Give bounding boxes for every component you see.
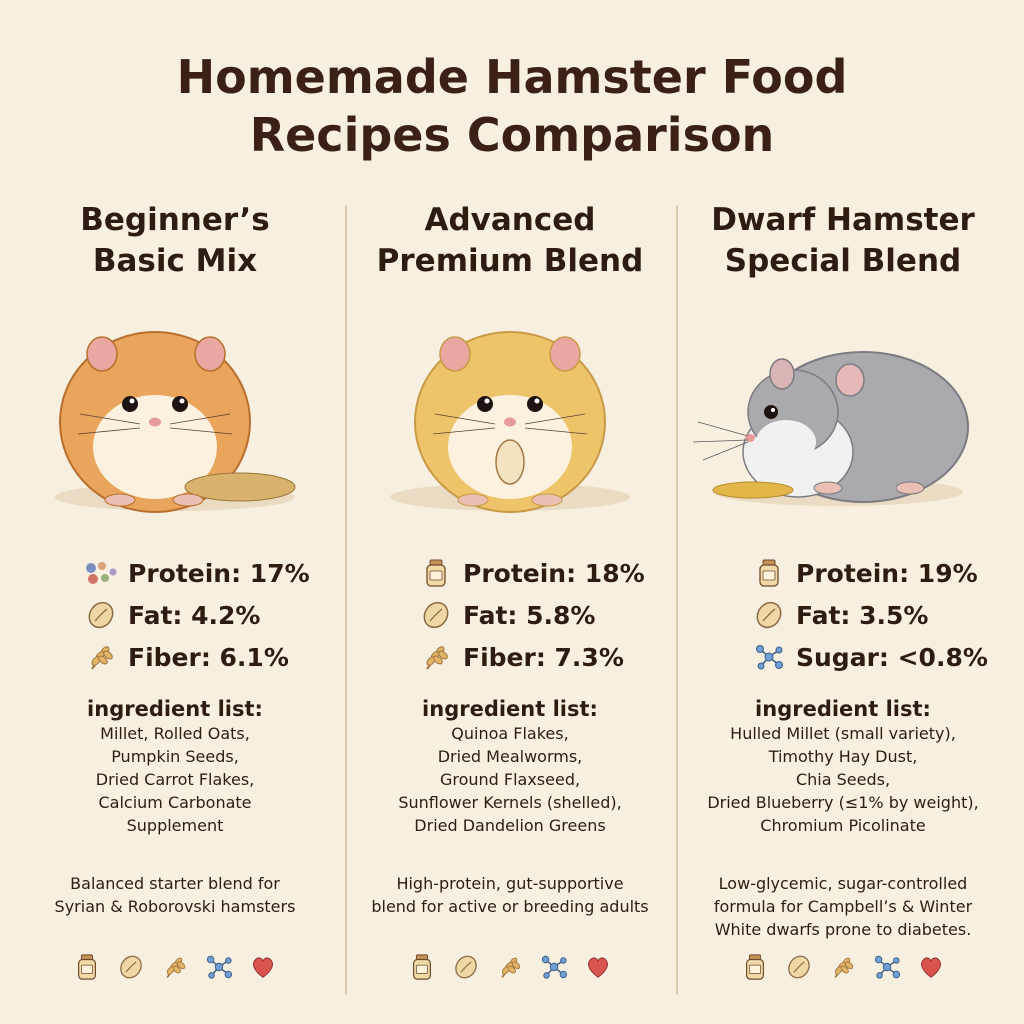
nut-icon — [80, 598, 122, 632]
recipe-column-advanced: Advanced Premium Blend Protein: 18% Fat:… — [345, 200, 675, 980]
ingredient-line: Supplement — [126, 816, 224, 835]
hamster-illustration — [345, 292, 675, 532]
ingredient-line: Calcium Carbonate — [98, 793, 252, 812]
heart-icon — [916, 952, 946, 982]
jar-icon — [748, 556, 790, 590]
nutrition-stat-text: Sugar: <0.8% — [796, 642, 988, 672]
nutrition-stat: Fiber: 6.1% — [80, 636, 340, 678]
recipe-description: High-protein, gut-supportive blend for ac… — [345, 872, 675, 918]
nut-icon — [784, 952, 814, 982]
nut-icon — [116, 952, 146, 982]
nutrition-stat-text: Fat: 5.8% — [463, 600, 596, 630]
recipe-title-line-2: Special Blend — [724, 243, 962, 279]
page-title-line-1: Homemade Hamster Food — [176, 50, 848, 104]
molecule-icon — [204, 952, 234, 982]
molecule-icon — [539, 952, 569, 982]
ingredient-line: Sunflower Kernels (shelled), — [398, 793, 622, 812]
recipe-title: Dwarf Hamster Special Blend — [678, 200, 1008, 292]
hamster-illustration — [678, 292, 1008, 532]
ingredient-heading: ingredient list: — [87, 697, 263, 721]
ingredient-list: Quinoa Flakes, Dried Mealworms, Ground Fla… — [345, 722, 675, 837]
recipe-title: Beginner’s Basic Mix — [10, 200, 340, 292]
nutrition-stat-text: Protein: 17% — [128, 558, 310, 588]
nutrition-stat: Protein: 17% — [80, 552, 340, 594]
recipe-title-line-1: Advanced — [424, 202, 596, 238]
recipe-column-dwarf: Dwarf Hamster Special Blend Protein: 19%… — [678, 200, 1008, 980]
nutrition-stats: Protein: 18% Fat: 5.8% Fiber: 7.3% — [345, 552, 675, 678]
wheat-icon — [828, 952, 858, 982]
description-line: Balanced starter blend for — [70, 874, 280, 893]
recipe-description: Low-glycemic, sugar-controlled formula fo… — [678, 872, 1008, 941]
heart-icon — [248, 952, 278, 982]
jar-icon — [72, 952, 102, 982]
recipe-title-line-2: Basic Mix — [92, 243, 258, 279]
recipe-title-line-1: Beginner’s — [80, 202, 270, 238]
ingredient-line: Chia Seeds, — [795, 770, 891, 789]
description-line: White dwarfs prone to diabetes. — [714, 920, 972, 939]
page-title: Homemade Hamster Food Recipes Comparison — [0, 48, 1024, 164]
seeds-icon — [80, 556, 122, 590]
jar-icon — [415, 556, 457, 590]
description-line: High-protein, gut-supportive — [396, 874, 624, 893]
wheat-icon — [80, 640, 122, 674]
molecule-icon — [748, 640, 790, 674]
description-line: formula for Campbell’s & Winter — [713, 897, 973, 916]
nutrition-stat-text: Protein: 18% — [463, 558, 645, 588]
wheat-icon — [495, 952, 525, 982]
nut-icon — [748, 598, 790, 632]
ingredient-heading: ingredient list: — [755, 697, 931, 721]
page-title-line-2: Recipes Comparison — [249, 108, 775, 162]
ingredient-line: Quinoa Flakes, — [451, 724, 569, 743]
nutrition-stats: Protein: 19% Fat: 3.5% Sugar: <0.8% — [678, 552, 1008, 678]
ingredient-line: Pumpkin Seeds, — [111, 747, 239, 766]
ingredient-line: Dried Mealworms, — [437, 747, 583, 766]
nutrition-stat-text: Fat: 4.2% — [128, 600, 261, 630]
nutrition-stat: Fiber: 7.3% — [415, 636, 675, 678]
nutrition-stat: Sugar: <0.8% — [748, 636, 1008, 678]
column-divider — [676, 205, 678, 995]
ingredient-line: Hulled Millet (small variety), — [730, 724, 956, 743]
jar-icon — [740, 952, 770, 982]
ingredient-heading: ingredient list: — [422, 697, 598, 721]
nut-icon — [415, 598, 457, 632]
column-divider — [345, 205, 347, 995]
recipe-icon-row — [10, 952, 340, 982]
recipe-icon-row — [678, 952, 1008, 982]
ingredient-line: Dried Blueberry (≤1% by weight), — [707, 793, 979, 812]
recipe-title-line-2: Premium Blend — [376, 243, 644, 279]
hamster-illustration — [10, 292, 340, 532]
recipe-title-line-1: Dwarf Hamster — [711, 202, 975, 238]
description-line: Low-glycemic, sugar-controlled — [718, 874, 968, 893]
wheat-icon — [160, 952, 190, 982]
ingredient-line: Millet, Rolled Oats, — [100, 724, 250, 743]
recipe-icon-row — [345, 952, 675, 982]
wheat-icon — [415, 640, 457, 674]
ingredient-list: Millet, Rolled Oats, Pumpkin Seeds, Dried … — [10, 722, 340, 837]
nutrition-stat: Fat: 5.8% — [415, 594, 675, 636]
nutrition-stat-text: Fiber: 7.3% — [463, 642, 624, 672]
description-line: Syrian & Roborovski hamsters — [54, 897, 296, 916]
nutrition-stat-text: Fat: 3.5% — [796, 600, 929, 630]
nutrition-stat: Protein: 19% — [748, 552, 1008, 594]
recipe-title: Advanced Premium Blend — [345, 200, 675, 292]
ingredient-line: Dried Carrot Flakes, — [95, 770, 255, 789]
nutrition-stat: Fat: 4.2% — [80, 594, 340, 636]
molecule-icon — [872, 952, 902, 982]
nut-icon — [451, 952, 481, 982]
ingredient-list: Hulled Millet (small variety), Timothy Ha… — [678, 722, 1008, 837]
ingredient-line: Chromium Picolinate — [760, 816, 926, 835]
nutrition-stat-text: Fiber: 6.1% — [128, 642, 289, 672]
nutrition-stat: Protein: 18% — [415, 552, 675, 594]
nutrition-stat-text: Protein: 19% — [796, 558, 978, 588]
description-line: blend for active or breeding adults — [371, 897, 649, 916]
ingredient-line: Dried Dandelion Greens — [414, 816, 606, 835]
nutrition-stat: Fat: 3.5% — [748, 594, 1008, 636]
recipe-description: Balanced starter blend for Syrian & Robor… — [10, 872, 340, 918]
heart-icon — [583, 952, 613, 982]
recipe-column-beginner: Beginner’s Basic Mix Protein: 17% Fat: 4… — [10, 200, 340, 980]
ingredient-line: Ground Flaxseed, — [439, 770, 581, 789]
jar-icon — [407, 952, 437, 982]
nutrition-stats: Protein: 17% Fat: 4.2% Fiber: 6.1% — [10, 552, 340, 678]
ingredient-line: Timothy Hay Dust, — [768, 747, 918, 766]
